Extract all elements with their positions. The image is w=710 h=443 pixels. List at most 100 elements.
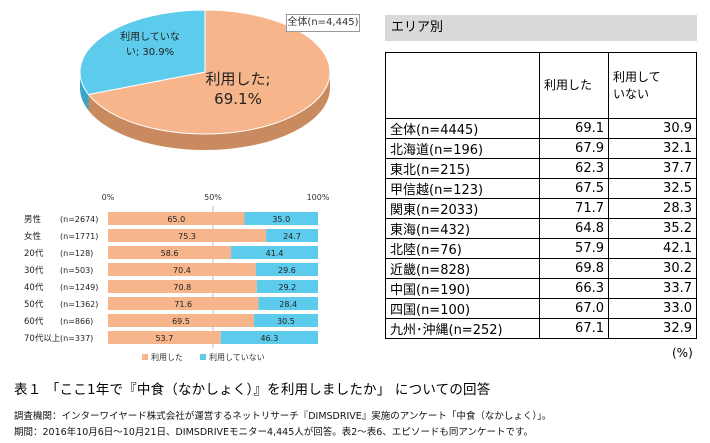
bar-value-label: 41.4	[266, 249, 284, 258]
bar-value-label: 24.7	[283, 232, 301, 241]
area-table-row: 甲信越(n=123) 67.5 32.5	[385, 178, 697, 199]
area-table-row: 北海道(n=196) 67.9 32.1	[385, 138, 697, 159]
area-row-label: 四国(n=100)	[385, 298, 540, 319]
bar-not-used	[244, 212, 318, 225]
area-row-used: 71.7	[539, 198, 609, 219]
bar-n-label: (n=2674)	[60, 215, 98, 224]
area-header-used: 利用した	[539, 52, 609, 119]
area-row-not-used: 42.1	[608, 238, 697, 259]
pie-label-1-0: 利用していな	[120, 31, 180, 43]
area-row-used: 67.5	[539, 178, 609, 199]
pie-slice-used	[87, 9, 331, 135]
bar-value-label: 70.4	[173, 266, 191, 275]
bar-not-used	[231, 246, 318, 259]
bar-value-label: 30.5	[277, 317, 295, 326]
bar-category-label: 男性	[24, 214, 42, 225]
bar-not-used	[253, 314, 318, 327]
area-row-not-used: 33.7	[608, 278, 697, 299]
legend-swatch-0	[142, 354, 148, 360]
pie-side-1	[80, 72, 89, 111]
area-table-header: 利用した 利用していない	[385, 52, 697, 119]
area-row-used: 67.0	[539, 298, 609, 319]
bar-used	[108, 229, 267, 242]
pie-chart-svg: 利用した; 69.1% 利用していない; 30.9%	[79, 9, 331, 150]
area-table-row: 九州･沖縄(n=252) 67.1 32.9	[385, 318, 697, 339]
bar-category-label: 30代	[24, 265, 44, 276]
bar-n-label: (n=1771)	[60, 232, 98, 241]
area-row-not-used: 30.2	[608, 258, 697, 279]
bar-not-used	[258, 297, 318, 310]
area-row-label: 近畿(n=828)	[385, 258, 540, 279]
area-row-not-used: 32.9	[608, 318, 697, 339]
bar-used	[108, 314, 254, 327]
area-row-not-used: 30.9	[608, 118, 697, 139]
bar-n-label: (n=866)	[60, 317, 93, 326]
area-row-not-used: 32.1	[608, 138, 697, 159]
bar-used	[108, 263, 256, 276]
bar-n-label: (n=503)	[60, 266, 93, 275]
bar-value-label: 58.6	[161, 249, 179, 258]
bar-value-label: 29.6	[278, 266, 296, 275]
bar-used	[108, 246, 232, 259]
bar-value-label: 28.4	[279, 300, 297, 309]
bar-value-label: 53.7	[155, 334, 173, 343]
legend-swatch-1	[200, 354, 206, 360]
bar-xtick-1: 50%	[204, 193, 222, 202]
overall-sample-label: 全体(n=4,445)	[286, 14, 360, 32]
area-table-row: 北陸(n=76) 57.9 42.1	[385, 238, 697, 259]
area-row-label: 九州･沖縄(n=252)	[385, 318, 540, 339]
area-table-title: エリア別	[385, 15, 697, 41]
bar-value-label: 46.3	[260, 334, 278, 343]
area-table-row: 全体(n=4445) 69.1 30.9	[385, 118, 697, 139]
area-row-used: 64.8	[539, 218, 609, 239]
area-row-label: 北海道(n=196)	[385, 138, 540, 159]
area-row-label: 東北(n=215)	[385, 158, 540, 179]
unit-label: (%)	[672, 346, 693, 360]
area-table: 利用した 利用していない 全体(n=4445) 69.1 30.9 北海道(n=196…	[385, 52, 697, 339]
area-header-not-used-line1: 利用して	[613, 69, 661, 84]
bar-not-used	[266, 229, 318, 242]
pie-side-0	[88, 72, 330, 150]
legend-label-0: 利用した	[151, 352, 183, 362]
bar-xtick-0: 0%	[102, 193, 115, 202]
area-table-row: 中国(n=190) 66.3 33.7	[385, 278, 697, 299]
area-header-blank	[385, 52, 540, 119]
bar-value-label: 65.0	[167, 215, 185, 224]
bar-value-label: 75.3	[178, 232, 196, 241]
area-header-not-used-line2: いない	[613, 86, 650, 101]
pie-label-0-0: 利用した;	[205, 70, 270, 88]
area-row-used: 66.3	[539, 278, 609, 299]
area-row-used: 62.3	[539, 158, 609, 179]
area-row-used: 69.8	[539, 258, 609, 279]
area-table-row: 東海(n=432) 64.8 35.2	[385, 218, 697, 239]
note-period: 期間：2016年10月6日～10月21日、DIMSDRIVEモニター4,445人…	[14, 427, 534, 438]
bar-category-label: 70代以上	[24, 333, 61, 344]
area-row-used: 67.1	[539, 318, 609, 339]
bar-category-label: 60代	[24, 316, 44, 327]
area-row-used: 67.9	[539, 138, 609, 159]
pie-chart: 利用した; 69.1% 利用していな い; 30.9%	[0, 0, 380, 165]
bar-category-label: 50代	[24, 299, 44, 310]
area-row-not-used: 37.7	[608, 158, 697, 179]
area-row-not-used: 28.3	[608, 198, 697, 219]
bar-value-label: 35.0	[272, 215, 290, 224]
bar-not-used	[220, 331, 318, 344]
bar-n-label: (n=337)	[60, 334, 93, 343]
area-row-label: 甲信越(n=123)	[385, 178, 540, 199]
caption: 表１ 「ここ1年で『中食（なかしょく）』を利用しましたか」 についての回答	[14, 382, 491, 398]
pie-label-0-1: 69.1%	[214, 90, 262, 108]
area-table-row: 関東(n=2033) 71.7 28.3	[385, 198, 697, 219]
bar-used	[108, 280, 257, 293]
legend-label-1: 利用していない	[209, 352, 265, 362]
bar-not-used	[255, 263, 318, 276]
area-row-used: 69.1	[539, 118, 609, 139]
bar-n-label: (n=128)	[60, 249, 93, 258]
bar-not-used	[256, 280, 318, 293]
bar-used	[108, 331, 221, 344]
bar-category-label: 40代	[24, 282, 44, 293]
area-row-label: 中国(n=190)	[385, 278, 540, 299]
area-row-label: 関東(n=2033)	[385, 198, 540, 219]
bar-value-label: 70.8	[173, 283, 191, 292]
area-table-row: 四国(n=100) 67.0 33.0	[385, 298, 697, 319]
area-header-not-used: 利用して いない	[608, 52, 697, 119]
